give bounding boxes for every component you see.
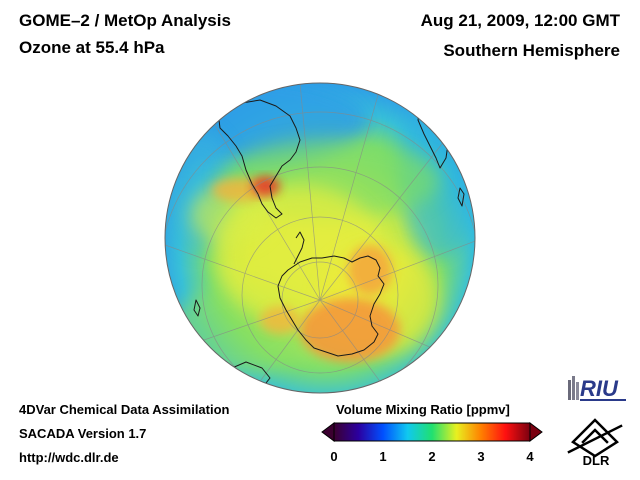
footer-version: SACADA Version 1.7	[19, 426, 147, 441]
colorbar-over-arrow	[529, 422, 543, 442]
ozone-globe-map	[164, 82, 476, 394]
colorbar-tick-3: 3	[477, 449, 485, 464]
colorbar-tick-0: 0	[330, 449, 338, 464]
map-subtitle: Ozone at 55.4 hPa	[19, 38, 165, 57]
colorbar-tick-1: 1	[379, 449, 387, 464]
graticule	[165, 83, 475, 393]
colorbar	[321, 422, 543, 442]
dlr-logo: DLR	[567, 418, 623, 468]
colorbar-under-arrow	[321, 422, 335, 442]
coastlines	[181, 99, 465, 393]
colorbar-tick-2: 2	[428, 449, 436, 464]
dlr-logo-text: DLR	[583, 453, 610, 468]
footer-method: 4DVar Chemical Data Assimilation	[19, 402, 230, 417]
riu-logo-text: RIU	[580, 376, 619, 401]
map-region: Southern Hemisphere	[443, 41, 620, 60]
map-title: GOME–2 / MetOp Analysis	[19, 11, 231, 30]
colorbar-tick-4: 4	[526, 449, 534, 464]
colorbar-title: Volume Mixing Ratio [ppmv]	[336, 402, 510, 417]
globe-field	[165, 83, 475, 393]
footer-url: http://wdc.dlr.de	[19, 450, 119, 465]
riu-logo: RIU	[568, 376, 626, 401]
colorbar-ramp	[333, 422, 531, 442]
map-date: Aug 21, 2009, 12:00 GMT	[420, 11, 620, 30]
globe-outline	[164, 82, 476, 394]
